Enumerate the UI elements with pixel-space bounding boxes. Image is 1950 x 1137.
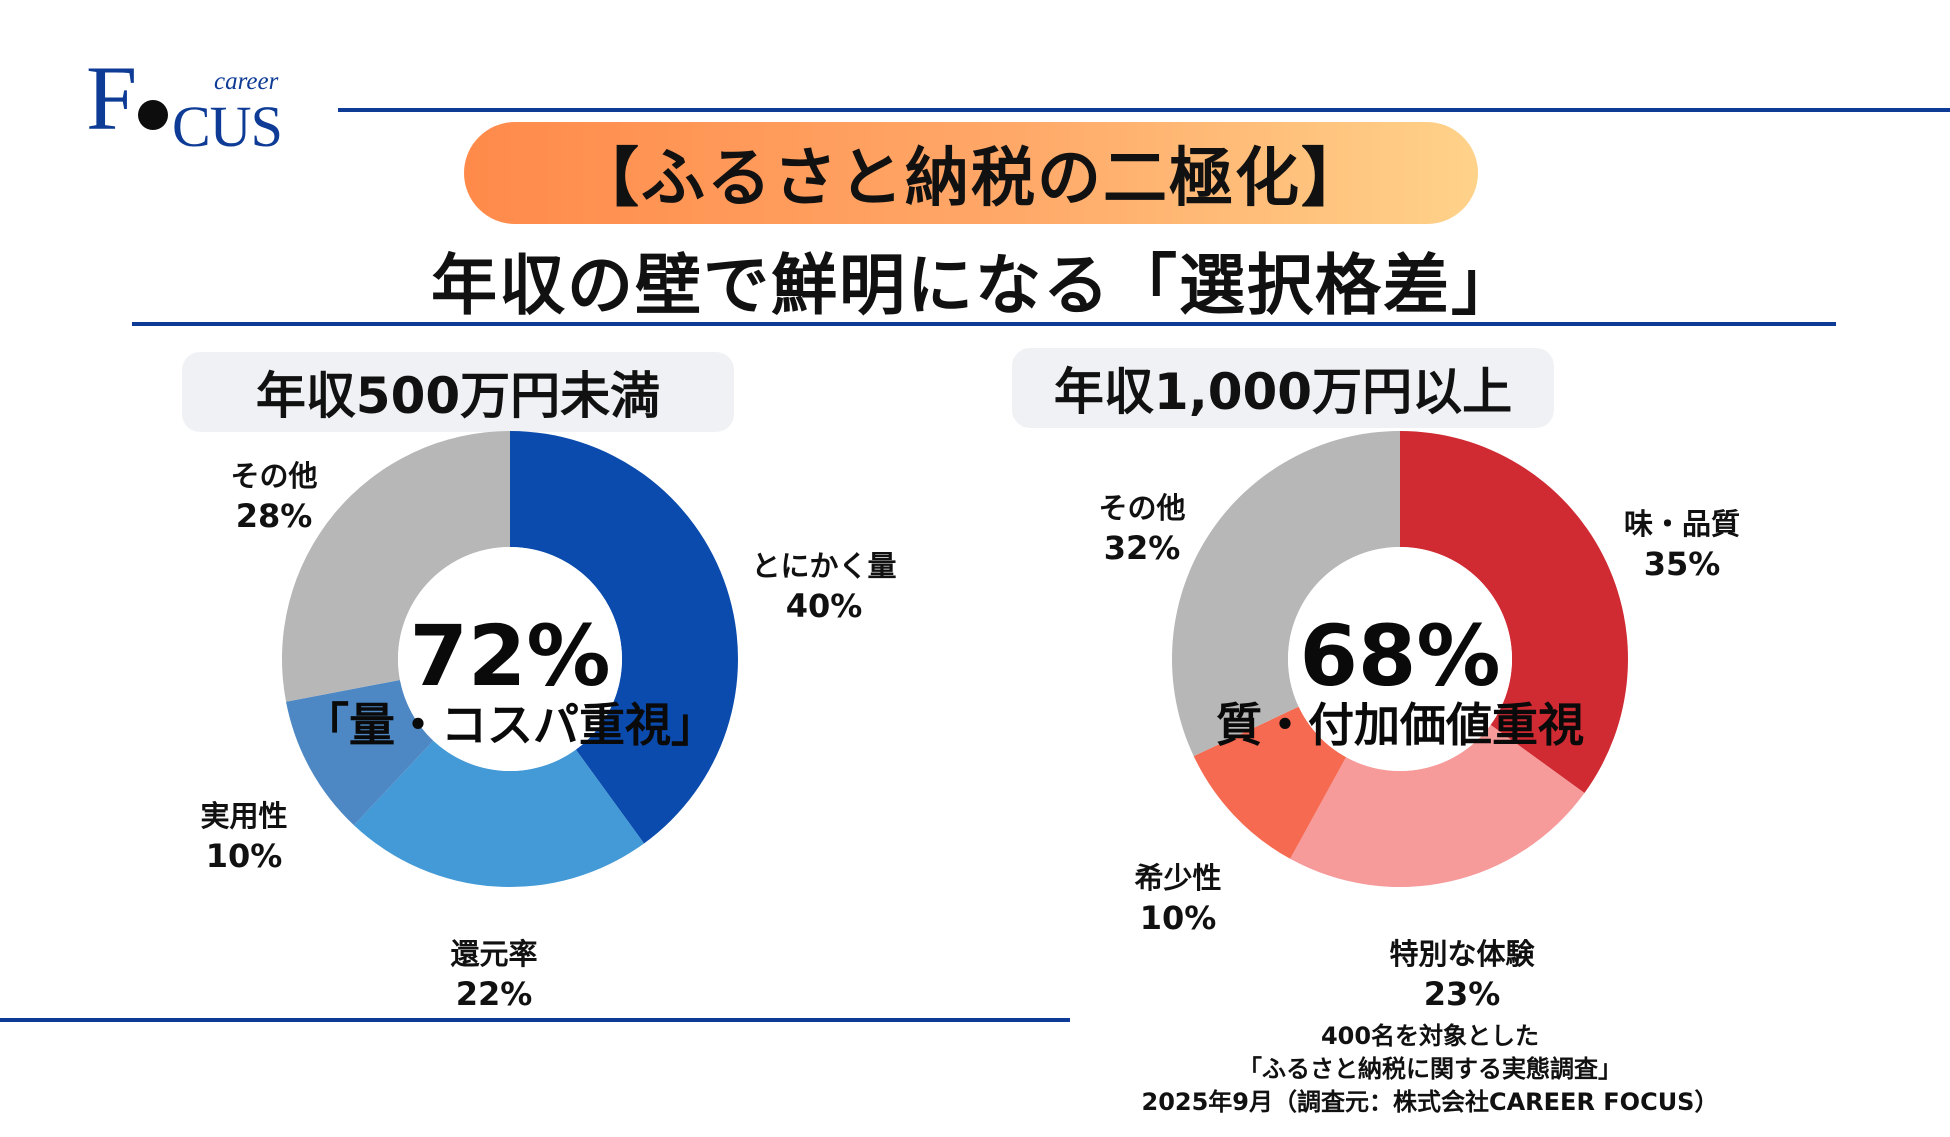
slice-label-right-2: 希少性 10% <box>1068 858 1288 938</box>
slice-label-left-3: その他 28% <box>164 456 384 536</box>
left-slice-1 <box>353 740 645 887</box>
left-center-label: 「量・コスパ重視」 <box>303 698 717 752</box>
right-center-label: 質・付加価値重視 <box>1216 698 1584 752</box>
source-line-3: 2025年9月（調査元：株式会社CAREER FOCUS） <box>1141 1088 1719 1116</box>
slice-percent: 10% <box>1139 899 1217 937</box>
slice-name: 還元率 <box>450 937 538 971</box>
slice-label-right-0: 味・品質 35% <box>1572 504 1792 584</box>
slice-percent: 22% <box>455 975 533 1013</box>
title-pill: 【ふるさと納税の二極化】 <box>464 122 1478 224</box>
slice-percent: 10% <box>205 837 283 875</box>
page-title: 【ふるさと納税の二極化】 <box>575 142 1367 216</box>
page-subtitle: 年収の壁で鮮明になる「選択格差」 <box>431 247 1519 324</box>
top-rule <box>338 108 1950 112</box>
slice-name: 味・品質 <box>1623 507 1740 541</box>
source-line-1: 400名を対象とした <box>1320 1022 1540 1050</box>
right-chart-title: 年収1,000万円以上 <box>1012 348 1554 428</box>
slice-name: 実用性 <box>200 799 288 833</box>
slice-percent: 23% <box>1423 975 1501 1013</box>
source-line-2: 「ふるさと納税に関する実態調査」 <box>1238 1055 1622 1083</box>
slice-percent: 28% <box>235 497 313 535</box>
header-rule <box>132 322 1836 326</box>
left-slice-0 <box>510 431 738 844</box>
slice-name: その他 <box>230 459 318 493</box>
right-slice-0 <box>1400 431 1628 794</box>
slice-percent: 32% <box>1103 529 1181 567</box>
left-chart-title: 年収500万円未満 <box>182 352 734 432</box>
right-slice-3 <box>1172 431 1400 757</box>
right-center-value: 68% <box>1299 607 1501 705</box>
company-logo: F CUS career <box>86 47 306 156</box>
logo-dot-icon <box>138 100 168 130</box>
left-donut-chart <box>282 431 738 887</box>
logo-career-text: career <box>214 68 279 95</box>
source-note: 400名を対象とした 「ふるさと納税に関する実態調査」 2025年9月（調査元：… <box>1110 1020 1750 1119</box>
right-slice-2 <box>1193 706 1347 859</box>
right-donut-chart <box>1172 431 1628 887</box>
slice-name: その他 <box>1098 491 1186 525</box>
right-donut-hole <box>1288 547 1512 771</box>
logo-letters: CUS <box>172 94 283 159</box>
left-donut-hole <box>398 547 622 771</box>
left-center-value: 72% <box>409 607 611 705</box>
slice-percent: 40% <box>785 587 863 625</box>
slice-percent: 35% <box>1643 545 1721 583</box>
bottom-rule <box>0 1018 1070 1022</box>
slice-label-right-3: その他 32% <box>1032 488 1252 568</box>
slice-name: 希少性 <box>1134 861 1222 895</box>
slice-label-right-1: 特別な体験 23% <box>1352 934 1572 1014</box>
slice-name: とにかく量 <box>751 549 897 583</box>
left-slice-2 <box>286 679 434 826</box>
logo-letter-f: F <box>86 47 137 149</box>
right-slice-1 <box>1290 724 1585 887</box>
slice-label-left-2: 実用性 10% <box>134 796 354 876</box>
left-slice-3 <box>282 431 510 702</box>
slice-label-left-0: とにかく量 40% <box>714 546 934 626</box>
slice-label-left-1: 還元率 22% <box>384 934 604 1014</box>
slice-name: 特別な体験 <box>1389 937 1535 971</box>
